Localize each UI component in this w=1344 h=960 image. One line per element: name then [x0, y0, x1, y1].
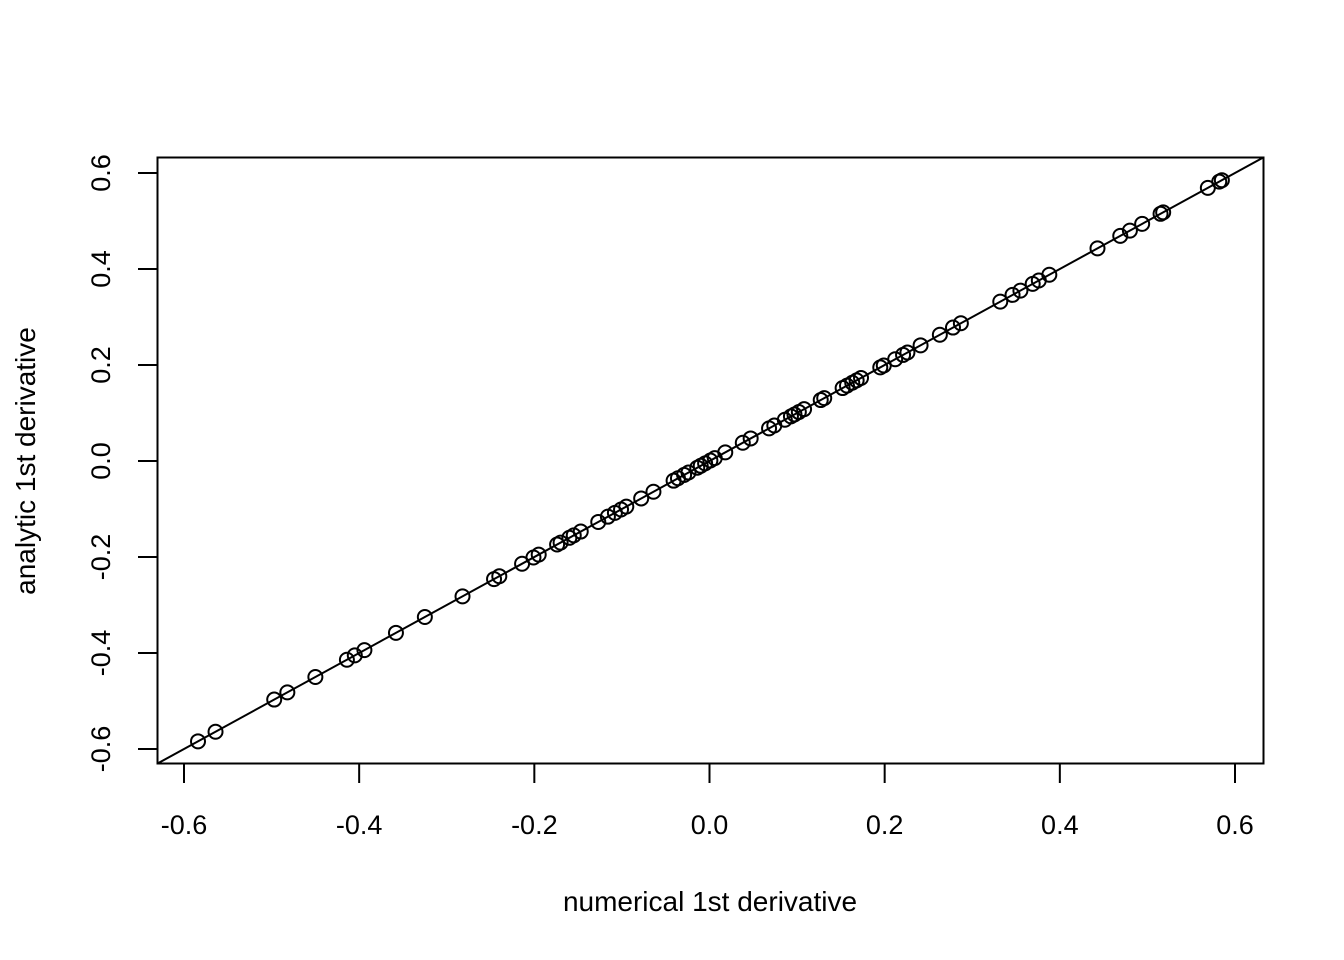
- data-point: [742, 430, 759, 447]
- data-point: [1121, 222, 1138, 239]
- data-point: [1012, 282, 1029, 299]
- data-point: [952, 315, 969, 332]
- data-point: [717, 444, 734, 461]
- data-point: [912, 337, 929, 354]
- data-point: [1155, 204, 1172, 221]
- data-point: [944, 319, 961, 336]
- data-point: [1041, 266, 1058, 283]
- y-tick-label: 0.4: [86, 250, 116, 288]
- data-point: [454, 588, 471, 605]
- x-axis-title: numerical 1st derivative: [563, 886, 857, 917]
- data-point: [190, 733, 207, 750]
- x-tick-label: -0.6: [161, 810, 208, 840]
- x-tick-label: 0.6: [1216, 810, 1254, 840]
- data-point: [416, 609, 433, 625]
- x-axis: -0.6 -0.4 -0.2 0.0 0.2 0.4 0.6: [161, 762, 1254, 840]
- y-axis-title: analytic 1st derivative: [10, 327, 41, 595]
- data-point: [572, 523, 589, 540]
- data-point: [1112, 227, 1129, 244]
- y-tick-label: -0.6: [86, 726, 116, 773]
- data-point: [346, 647, 363, 664]
- data-point: [1004, 286, 1021, 303]
- y-axis: -0.6 -0.4 -0.2 0.0 0.2 0.4 0.6: [86, 154, 159, 773]
- x-tick-label: -0.4: [336, 810, 383, 840]
- data-point: [207, 723, 224, 740]
- data-point: [645, 483, 662, 500]
- data-point: [338, 651, 355, 668]
- data-point: [734, 434, 751, 451]
- data-point: [279, 684, 296, 701]
- data-point: [887, 351, 904, 368]
- x-tick-label: -0.2: [511, 810, 558, 840]
- y-tick-label: 0.6: [86, 154, 116, 192]
- x-tick-label: 0.0: [691, 810, 729, 840]
- data-point: [633, 490, 650, 507]
- data-point: [1213, 172, 1230, 189]
- data-point: [931, 326, 948, 343]
- y-tick-label: 0.0: [86, 442, 116, 480]
- data-point: [1089, 240, 1106, 257]
- data-point: [266, 691, 283, 708]
- data-point: [356, 642, 373, 659]
- data-point: [590, 513, 607, 530]
- data-point: [307, 669, 324, 685]
- data-point: [899, 344, 916, 361]
- x-tick-label: 0.2: [866, 810, 904, 840]
- data-point: [618, 498, 635, 515]
- x-tick-label: 0.4: [1041, 810, 1079, 840]
- data-point: [796, 401, 813, 418]
- data-point: [491, 568, 508, 585]
- data-point: [680, 464, 697, 481]
- y-tick-label: 0.2: [86, 346, 116, 384]
- data-point: [816, 390, 833, 407]
- data-point: [992, 293, 1009, 310]
- data-point: [387, 624, 404, 641]
- data-point: [552, 534, 569, 551]
- y-tick-label: -0.2: [86, 534, 116, 581]
- data-point: [1134, 215, 1151, 232]
- y-tick-label: -0.4: [86, 630, 116, 677]
- data-point: [530, 546, 547, 563]
- data-point: [853, 369, 870, 386]
- data-points-layer: [190, 172, 1230, 750]
